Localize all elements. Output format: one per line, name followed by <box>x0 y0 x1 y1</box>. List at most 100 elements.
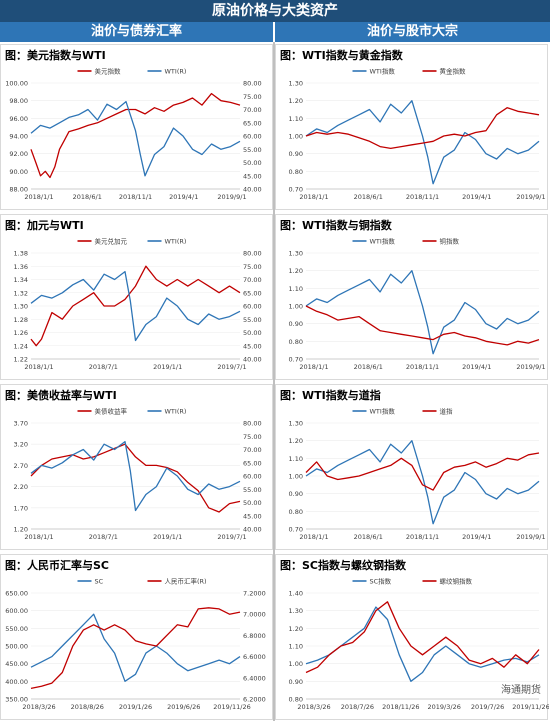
y-tick-label: 90.00 <box>9 168 28 176</box>
y-tick-label: 1.10 <box>289 285 303 293</box>
chart-title: 图：WTI指数与铜指数 <box>280 219 392 232</box>
x-tick-label: 2018/3/26 <box>297 703 330 711</box>
legend-label: WTI(R) <box>165 408 187 416</box>
series-line <box>30 443 241 513</box>
y2-tick-label: 60.00 <box>243 133 262 141</box>
y2-tick-label: 6.6000 <box>243 653 266 661</box>
x-tick-label: 2018/1/1 <box>299 363 328 371</box>
x-tick-label: 2019/4/1 <box>169 193 198 201</box>
y-tick-label: 1.20 <box>289 437 303 445</box>
chart-panel-1: 图：美元指数与WTI 100.00 98.00 96.00 94.00 92.00 90.0… <box>0 44 273 210</box>
chart-panel-2: 图：WTI指数与黄金指数 1.30 1.20 1.10 1.00 0.90 0.80 0.70… <box>275 44 548 210</box>
right-section-header: 油价与股市大宗 <box>275 22 550 42</box>
y-tick-label: 0.80 <box>289 338 303 346</box>
x-tick-label: 2019/6/26 <box>167 703 200 711</box>
y-tick-label: 3.20 <box>14 441 28 449</box>
y2-tick-label: 50.00 <box>243 159 262 167</box>
x-tick-label: 2019/7/1 <box>217 363 246 371</box>
y-tick-label: 1.30 <box>289 420 303 428</box>
y-tick-label: 0.70 <box>289 356 303 364</box>
legend-label: 黄金指数 <box>440 67 467 76</box>
y2-tick-label: 75.00 <box>243 263 262 271</box>
y2-tick-label: 60.00 <box>243 473 262 481</box>
x-tick-label: 2018/11/1 <box>406 363 439 371</box>
series-line <box>30 92 241 179</box>
y-tick-label: 1.24 <box>14 342 28 350</box>
y2-tick-label: 40.00 <box>243 356 262 364</box>
y2-tick-label: 40.00 <box>243 186 262 194</box>
x-tick-label: 2018/6/1 <box>73 193 102 201</box>
x-tick-label: 2019/1/26 <box>119 703 152 711</box>
series-line <box>305 606 540 682</box>
y-tick-label: 400.00 <box>5 678 28 686</box>
y-tick-label: 550.00 <box>5 625 28 633</box>
chart-svg: 650.00 600.00 550.00 500.00 450.00 400.00 350.… <box>5 577 266 712</box>
y2-tick-label: 55.00 <box>243 146 262 154</box>
y-tick-label: 1.34 <box>14 276 28 284</box>
legend-label: 美元指数 <box>95 67 122 76</box>
series-line <box>305 100 540 185</box>
chart-panel-7: 图：人民币汇率与SC 650.00 600.00 550.00 500.00 450.00… <box>0 554 273 720</box>
series-line <box>30 270 241 342</box>
chart-svg: 100.00 98.00 96.00 94.00 92.00 90.00 88.00 80.0… <box>5 67 262 202</box>
y2-tick-label: 70.00 <box>243 276 262 284</box>
y-tick-label: 1.70 <box>14 504 28 512</box>
y-tick-label: 0.90 <box>289 320 303 328</box>
chart-title: 图：人民币汇率与SC <box>5 559 109 572</box>
x-tick-label: 2018/11/26 <box>382 703 419 711</box>
y2-tick-label: 6.2000 <box>243 696 266 704</box>
series-line <box>30 607 241 690</box>
y-tick-label: 1.20 <box>289 625 303 633</box>
y-tick-label: 1.30 <box>289 250 303 258</box>
y-tick-label: 1.26 <box>14 329 28 337</box>
x-tick-label: 2018/6/1 <box>354 363 383 371</box>
chart-panel-8: 图：SC指数与螺纹钢指数 1.40 1.30 1.20 1.10 1.00 0.90 0.80… <box>275 554 549 720</box>
y2-tick-label: 6.4000 <box>243 674 266 682</box>
y2-tick-label: 50.00 <box>243 329 262 337</box>
y-tick-label: 0.90 <box>289 678 303 686</box>
x-tick-label: 2019/9/1 <box>516 363 545 371</box>
y-tick-label: 1.20 <box>289 267 303 275</box>
y2-tick-label: 55.00 <box>243 486 262 494</box>
left-section-header: 油价与债券汇率 <box>0 22 273 42</box>
y2-tick-label: 80.00 <box>243 420 262 428</box>
y-tick-label: 100.00 <box>5 80 28 88</box>
series-line <box>305 107 540 150</box>
y-tick-label: 600.00 <box>5 607 28 615</box>
series-line <box>30 613 241 682</box>
x-tick-label: 2018/11/1 <box>119 193 152 201</box>
y2-tick-label: 45.00 <box>243 342 262 350</box>
y-tick-label: 1.20 <box>289 97 303 105</box>
y-tick-label: 96.00 <box>9 115 28 123</box>
y-tick-label: 1.10 <box>289 643 303 651</box>
y2-tick-label: 45.00 <box>243 512 262 520</box>
y-tick-label: 1.20 <box>14 526 28 534</box>
y-tick-label: 0.80 <box>289 696 303 704</box>
chart-svg: 1.38 1.36 1.34 1.32 1.30 1.28 1.26 1.24 1.22 80.0… <box>14 237 262 372</box>
x-tick-label: 2019/4/1 <box>462 363 491 371</box>
series-line <box>30 100 241 177</box>
chart-title: 图：WTI指数与黄金指数 <box>280 49 403 62</box>
y-tick-label: 350.00 <box>5 696 28 704</box>
y2-tick-label: 65.00 <box>243 459 262 467</box>
y2-tick-label: 80.00 <box>243 80 262 88</box>
y-tick-label: 500.00 <box>5 643 28 651</box>
y-tick-label: 0.80 <box>289 168 303 176</box>
x-tick-label: 2018/3/26 <box>22 703 55 711</box>
x-tick-label: 2019/9/1 <box>217 193 246 201</box>
y-tick-label: 88.00 <box>9 186 28 194</box>
x-tick-label: 2019/9/1 <box>516 533 545 541</box>
y-tick-label: 1.10 <box>289 455 303 463</box>
x-tick-label: 2018/1/1 <box>299 533 328 541</box>
y-tick-label: 0.90 <box>289 490 303 498</box>
series-line <box>305 270 540 355</box>
y2-tick-label: 55.00 <box>243 316 262 324</box>
series-line <box>30 265 241 347</box>
y-tick-label: 0.70 <box>289 186 303 194</box>
x-tick-label: 2018/11/1 <box>406 193 439 201</box>
y-tick-label: 1.40 <box>289 590 303 598</box>
chart-panel-6: 图：WTI指数与道指 1.30 1.20 1.10 1.00 0.90 0.80 0.70 20… <box>275 384 548 550</box>
legend-label: WTI指数 <box>370 67 396 76</box>
